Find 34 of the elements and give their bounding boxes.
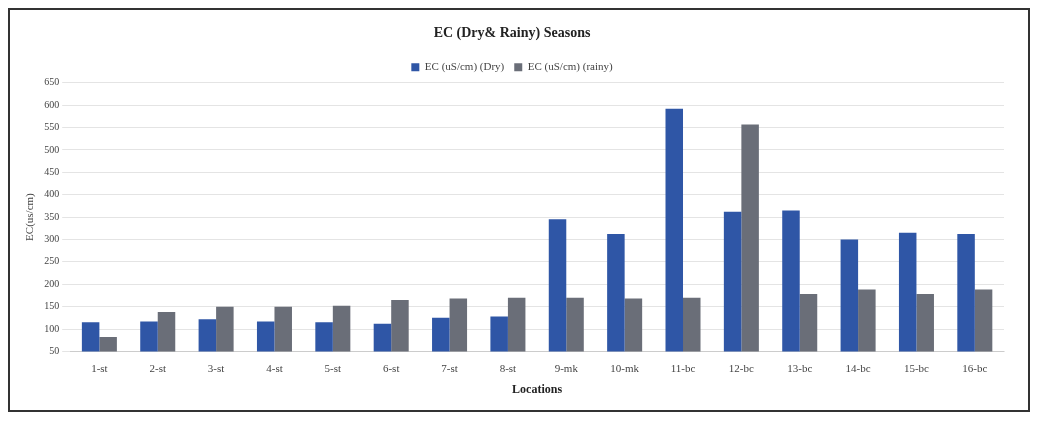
x-axis-title: Locations [512,381,563,396]
y-tick-label: 450 [44,165,60,177]
x-tick-label: 10-mk [610,361,640,374]
legend-label: EC (uS/cm) (rainy) [527,60,614,74]
x-tick-label: 4-st [266,361,283,374]
x-tick-label: 2-st [149,361,166,374]
x-tick-label: 3-st [207,361,225,374]
x-tick-label: 15-bc [903,361,930,374]
y-tick-label: 300 [44,233,60,245]
y-tick-label: 100 [44,322,60,334]
x-tick-label: 9-mk [554,361,579,374]
y-tick-label: 550 [44,121,60,133]
y-tick-label: 650 [44,76,60,88]
x-tick-label: 1-st [91,361,108,374]
x-tick-label: 7-st [441,361,458,374]
legend-label: EC (uS/cm) (Dry) [424,60,505,74]
y-tick-label: 600 [44,98,60,110]
y-tick-label: 400 [44,188,60,200]
x-tick-label: 14-bc [845,361,871,374]
chart-title: EC (Dry& Rainy) Seasons [433,25,591,42]
y-tick-label: 50 [49,345,60,357]
y-tick-label: 500 [44,143,60,155]
y-tick-label: 350 [44,210,60,222]
x-tick-label: 16-bc [962,361,988,374]
y-tick-label: 250 [44,255,60,267]
x-tick-label: 13-bc [787,361,813,374]
x-tick-label: 6-st [382,361,400,374]
x-tick-label: 11-bc [670,361,696,374]
x-tick-label: 8-st [499,361,517,374]
y-tick-label: 150 [44,300,60,312]
y-axis-title: EC(us/cm) [23,192,37,241]
x-tick-label: 5-st [324,361,342,374]
y-tick-label: 200 [44,277,60,289]
x-tick-label: 12-bc [728,361,755,374]
